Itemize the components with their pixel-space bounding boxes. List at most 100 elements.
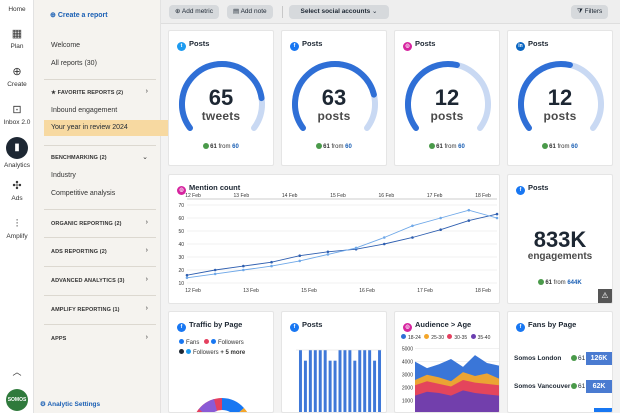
from-value: 60 (232, 144, 239, 150)
y-tick-label: 20 (178, 268, 184, 274)
divider (44, 145, 156, 146)
section-benchmarking[interactable]: BENCHMARKING (2) (51, 155, 107, 161)
posts-unit: posts (543, 109, 577, 123)
donut-slice (199, 399, 217, 412)
plus-circle-icon: ⊕ (50, 12, 58, 19)
filters-button[interactable]: ⧩ Filters (571, 5, 609, 19)
section-advanced-analytics[interactable]: ADVANCED ANALYTICS (3) (51, 278, 125, 284)
fans-value: 62K (586, 380, 612, 393)
x-top-tick-label: 16 Feb (379, 193, 395, 199)
sidebar-item-inbound-engagement[interactable]: Inbound engagement (51, 107, 118, 114)
gauge-fill (292, 61, 378, 131)
bar (313, 350, 317, 412)
badge-value: 61 (549, 144, 556, 150)
sidebar-item-competitive-analysis[interactable]: Competitive analysis (51, 190, 116, 197)
from-value: 60 (345, 144, 352, 150)
rail-analytics[interactable]: ▮ Analytics (0, 137, 34, 169)
bar (353, 360, 357, 412)
bar (328, 360, 332, 412)
posts-gauge (179, 61, 265, 131)
select-accounts-dropdown[interactable]: Select social accounts ⌄ (289, 5, 389, 19)
rail-amplify[interactable]: ⫶ Amplify (0, 218, 34, 240)
rail-inbox[interactable]: ⊡ Inbox 2.0 (0, 104, 34, 126)
badge-value: 61 (323, 144, 330, 150)
section-favorite-reports[interactable]: ★ FAVORITE REPORTS (2) (51, 90, 123, 96)
divider (44, 295, 156, 296)
analytic-settings-link[interactable]: ⚙ Analytic Settings (40, 400, 100, 408)
posts-gauge (405, 61, 491, 131)
chevron-up-icon[interactable]: ︿ (12, 367, 22, 377)
rail-analytics-label: Analytics (3, 162, 30, 169)
filter-icon: ⧩ (577, 8, 585, 15)
from-label: from (444, 144, 457, 150)
section-amplify-reporting[interactable]: AMPLIFY REPORTING (1) (51, 307, 120, 313)
divider (44, 209, 156, 210)
chevron-right-icon[interactable]: › (145, 88, 148, 95)
posts-gauge (518, 61, 604, 131)
create-report-button[interactable]: ⊕ Create a report (50, 11, 108, 19)
x-top-tick-label: 13 Feb (234, 193, 250, 199)
fans-row: Somos London 61 126K (514, 352, 612, 366)
y-tick-label: 2000 (402, 386, 413, 392)
rail-ads[interactable]: ✣ Ads (0, 180, 34, 202)
sidebar-item-industry[interactable]: Industry (51, 172, 76, 179)
chevron-right-icon[interactable]: › (145, 305, 148, 312)
x-bottom-tick-label: 12 Feb (185, 288, 201, 294)
add-metric-button[interactable]: ⊕ Add metric (169, 5, 219, 19)
section-organic-reporting[interactable]: ORGANIC REPORTING (2) (51, 221, 122, 227)
chevron-right-icon[interactable]: › (145, 247, 148, 254)
calendar-icon: ▦ (11, 28, 23, 40)
account-logo[interactable]: SOMOS (6, 389, 28, 411)
divider (44, 324, 156, 325)
card-title-text: Posts (189, 39, 210, 48)
amplify-icon: ⫶ (15, 218, 19, 230)
y-tick-label: 30 (178, 255, 184, 261)
facebook-icon: f (290, 42, 299, 51)
card-title-text: Posts (415, 39, 436, 48)
chevron-down-icon: ⌄ (370, 8, 378, 15)
fans-bar-partial (594, 408, 612, 412)
data-point (326, 253, 330, 256)
logo-text: SOMOS (7, 397, 27, 403)
megaphone-icon: ✣ (12, 180, 22, 192)
legend-dot (424, 334, 430, 339)
sidebar-item-welcome[interactable]: Welcome (51, 42, 81, 49)
data-point (411, 224, 414, 228)
legend-followers-2: Followers (193, 350, 219, 356)
traffic-donut-chart (196, 398, 248, 412)
warning-icon[interactable]: ⚠ (598, 289, 612, 303)
data-point (382, 236, 386, 239)
chevron-down-icon[interactable]: ⌄ (142, 154, 148, 161)
section-ads-reporting[interactable]: ADS REPORTING (2) (51, 249, 107, 255)
rail-plan[interactable]: ▦ Plan (0, 28, 34, 50)
data-point (467, 208, 471, 212)
bar (308, 350, 312, 412)
sidebar-item-all-reports[interactable]: All reports (30) (51, 60, 97, 67)
legend-dot (211, 339, 217, 344)
section-apps[interactable]: APPS (51, 336, 67, 342)
rail-plan-label: Plan (10, 43, 24, 50)
rail-home[interactable]: Home (0, 6, 34, 13)
legend-30-35: 30-35 (454, 335, 468, 341)
chevron-right-icon[interactable]: › (145, 219, 148, 226)
rail-ads-label: Ads (11, 195, 23, 202)
chevron-right-icon[interactable]: › (145, 334, 148, 341)
legend-25-30: 25-30 (431, 335, 444, 341)
report-toolbar: ⊕ Add metric ▤ Add note Select social ac… (161, 0, 620, 24)
left-rail: Home ▦ Plan ⊕ Create ⊡ Inbox 2.0 ▮ Analy… (0, 0, 34, 413)
bar (338, 350, 342, 412)
rail-create[interactable]: ⊕ Create (0, 66, 34, 88)
donut-slice (222, 398, 244, 412)
facebook-icon: f (177, 323, 186, 332)
x-bottom-tick-label: 17 Feb (417, 288, 433, 294)
trend-icon (429, 143, 436, 149)
reports-sidebar: ⊕ Create a report Welcome All reports (3… (34, 0, 194, 413)
bar (363, 350, 367, 412)
divider (44, 266, 156, 267)
gauge-fill (405, 61, 491, 131)
add-metric-label: Add metric (181, 8, 213, 15)
chevron-right-icon[interactable]: › (145, 276, 148, 283)
legend-more[interactable]: + 5 more (220, 350, 246, 356)
trend-icon (316, 143, 323, 149)
add-note-button[interactable]: ▤ Add note (227, 5, 273, 19)
